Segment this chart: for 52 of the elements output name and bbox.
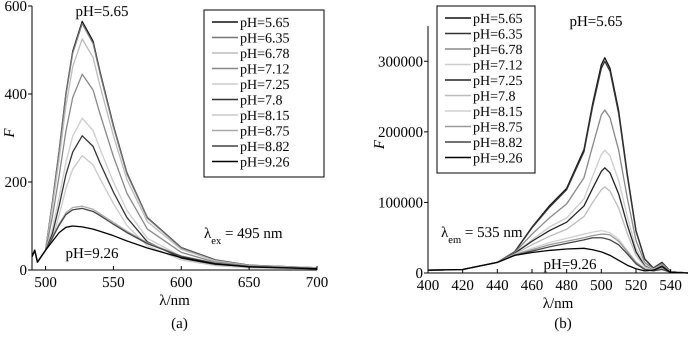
y-axis-title: F	[2, 128, 18, 139]
legend-label: pH=8.75	[240, 124, 290, 140]
legend-label: pH=7.8	[240, 94, 283, 108]
legend-label: pH=8.82	[473, 136, 523, 151]
x-tick-label: 500	[590, 278, 613, 294]
text: (a)	[171, 316, 188, 332]
y-tick-label: 300000	[378, 54, 423, 70]
x-tick-label: 600	[170, 275, 193, 291]
legend-label: pH=6.78	[473, 43, 523, 58]
legend-label: pH=9.26	[240, 156, 290, 170]
legend-label: pH=8.15	[473, 105, 523, 120]
legend-label: pH=8.15	[240, 109, 290, 124]
y-tick-label: 100000	[378, 195, 423, 212]
x-axis-title: λ/nm	[542, 296, 574, 312]
annotation: λ$_{ex}$= 495 nm	[204, 226, 283, 246]
legend-label: pH=5.65	[240, 16, 290, 31]
legend-label: pH=7.12	[240, 62, 290, 78]
legend-label: pH=6.35	[240, 32, 290, 46]
y-tick-label: 0	[20, 263, 27, 279]
annotation: pH=5.65	[75, 4, 129, 20]
annotation: pH=5.65	[569, 14, 623, 30]
y-tick-label: 200000	[378, 124, 423, 141]
annotation: pH=9.26	[543, 257, 598, 273]
x-tick-label: 700	[306, 275, 328, 291]
legend-label: pH=8.75	[473, 120, 523, 136]
y-tick-label: 200	[4, 175, 27, 191]
x-tick-label: 440	[486, 278, 509, 294]
legend-label: pH=5.65	[473, 12, 523, 27]
x-tick-label: 420	[451, 278, 474, 294]
legend-label: pH=6.78	[240, 47, 290, 62]
x-tick-label: 550	[102, 275, 125, 291]
legend-label: pH=7.25	[240, 78, 290, 93]
legend-label: pH=8.82	[240, 140, 290, 155]
legend-label: pH=7.8	[473, 90, 516, 104]
x-tick-label: 540	[659, 278, 682, 294]
x-tick-label: 650	[238, 275, 260, 291]
annotation: pH=9.26	[65, 246, 120, 262]
x-tick-label: 460	[520, 278, 544, 294]
y-tick-label: 400	[4, 87, 27, 103]
x-tick-label: 500	[34, 275, 57, 291]
legend-label: pH=6.35	[473, 28, 523, 42]
y-tick-label: 600	[4, 0, 27, 15]
x-tick-label: 400	[416, 278, 440, 294]
legend-label: pH=7.25	[473, 74, 523, 89]
x-tick-label: 480	[555, 278, 578, 294]
x-axis-title: λ/nm	[159, 293, 190, 309]
legend-label: pH=7.12	[473, 58, 523, 74]
text: (b)	[554, 316, 572, 332]
x-tick-label: 520	[624, 278, 648, 294]
annotation: λ$_{em}$= 535 nm	[441, 225, 523, 246]
y-axis-title: F	[372, 139, 388, 150]
legend-label: pH=9.26	[473, 152, 523, 166]
